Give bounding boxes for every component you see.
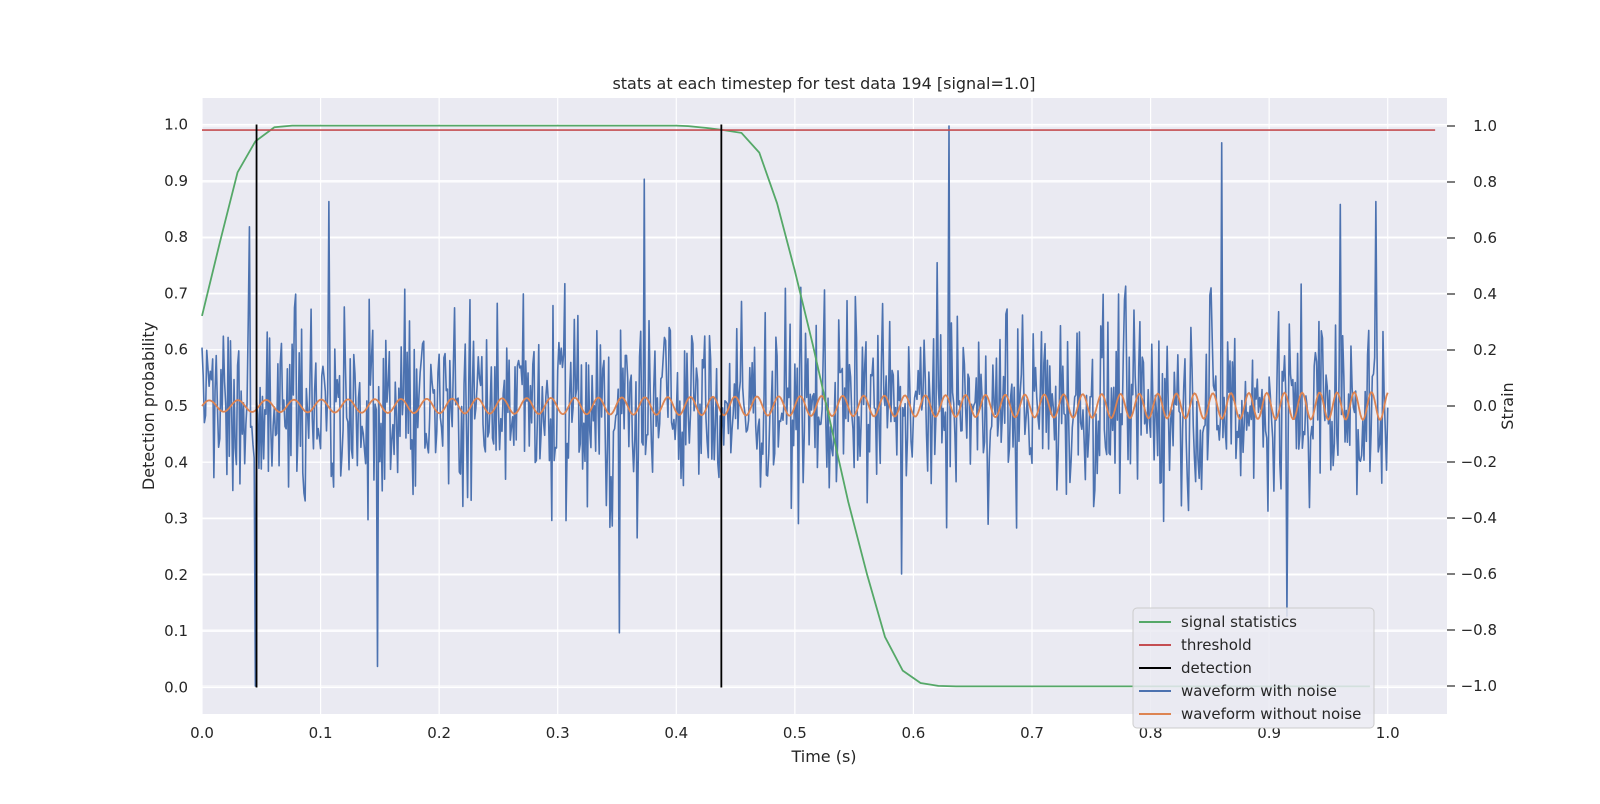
legend-label: threshold bbox=[1181, 636, 1252, 654]
y-tick-label: 0.2 bbox=[164, 566, 188, 584]
y-tick-label: 0.3 bbox=[164, 510, 188, 528]
y2-tick-label: −1.0 bbox=[1461, 677, 1497, 695]
y2-axis-label: Strain bbox=[1498, 382, 1517, 429]
y2-tick-label: −0.4 bbox=[1461, 509, 1497, 527]
y2-tick-label: 0.8 bbox=[1473, 173, 1497, 191]
legend-label: detection bbox=[1181, 659, 1252, 677]
legend: signal statistics threshold detection wavef… bbox=[1132, 607, 1375, 729]
y-tick-label: 0.8 bbox=[164, 228, 188, 246]
x-tick-label: 0.1 bbox=[309, 724, 333, 742]
y-tick-label: 1.0 bbox=[164, 115, 188, 133]
x-tick-label: 0.6 bbox=[901, 724, 925, 742]
x-tick-label: 0.5 bbox=[783, 724, 807, 742]
y2-tick-label: 0.2 bbox=[1473, 341, 1497, 359]
y2-tick-label: −0.2 bbox=[1461, 453, 1497, 471]
y2-tick-label: −0.6 bbox=[1461, 565, 1497, 583]
series-waveform-with-noise bbox=[201, 125, 1389, 687]
y2-tick-label: 0.4 bbox=[1473, 285, 1497, 303]
plot-area bbox=[201, 124, 1436, 688]
x-tick-label: 0.2 bbox=[427, 724, 451, 742]
x-tick-label: 0.3 bbox=[546, 724, 570, 742]
y-tick-label: 0.9 bbox=[164, 172, 188, 190]
axes: 0.0 0.1 0.2 0.3 0.4 0.5 0.6 0.7 0.8 0.9 1.0 0.0 0.1 0… bbox=[164, 115, 1497, 742]
y-tick-label: 0.6 bbox=[164, 341, 188, 359]
y2-tick-label: 0.6 bbox=[1473, 229, 1497, 247]
y-tick-label: 0.5 bbox=[164, 397, 188, 415]
x-tick-label: 0.4 bbox=[664, 724, 688, 742]
y2-tick-label: 1.0 bbox=[1473, 117, 1497, 135]
y-tick-label: 0.0 bbox=[164, 679, 188, 697]
x-axis-label: Time (s) bbox=[790, 747, 856, 766]
x-tick-label: 0.0 bbox=[190, 724, 214, 742]
x-tick-label: 0.7 bbox=[1020, 724, 1044, 742]
chart-title: stats at each timestep for test data 194… bbox=[612, 74, 1035, 93]
legend-label: waveform with noise bbox=[1181, 682, 1337, 700]
y-tick-label: 0.7 bbox=[164, 284, 188, 302]
y-tick-label: 0.1 bbox=[164, 622, 188, 640]
y-tick-label: 0.4 bbox=[164, 453, 188, 471]
y-axis-label: Detection probability bbox=[139, 322, 158, 490]
legend-box bbox=[1132, 607, 1375, 729]
series-waveform-without-noise bbox=[201, 391, 1389, 422]
y2-tick-label: 0.0 bbox=[1473, 397, 1497, 415]
legend-label: signal statistics bbox=[1181, 613, 1297, 631]
x-tick-label: 1.0 bbox=[1376, 724, 1400, 742]
y2-tick-label: −0.8 bbox=[1461, 621, 1497, 639]
legend-label: waveform without noise bbox=[1181, 705, 1361, 723]
series-signal-statistics bbox=[201, 124, 1370, 688]
